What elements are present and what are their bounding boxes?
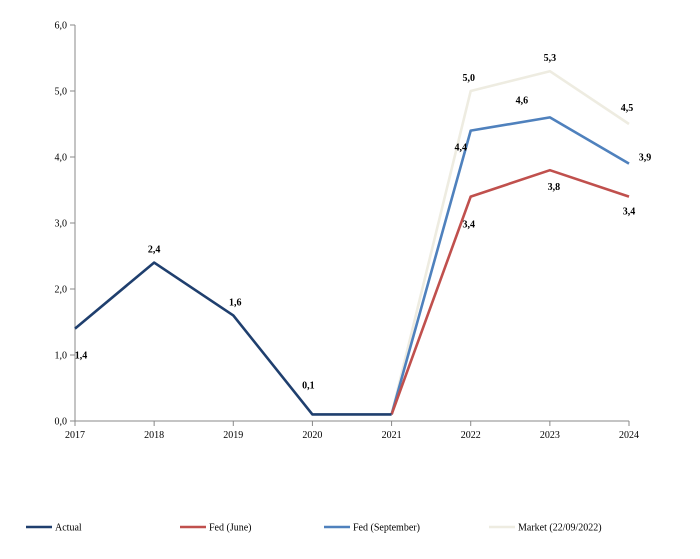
chart-series-lines <box>74 69 630 416</box>
x-tick-label: 2023 <box>540 430 560 441</box>
chart-axes: 0,0 1,0 2,0 3,0 4,0 5,0 6,0 2017 2018 2019 2020 202… <box>55 21 640 442</box>
x-tick-label: 2017 <box>65 430 85 441</box>
data-label: 1,4 <box>75 351 88 362</box>
data-label: 3,4 <box>462 220 475 231</box>
y-tick-label: 6,0 <box>55 21 68 32</box>
legend-label: Market (22/09/2022) <box>518 523 602 534</box>
y-tick-label: 1,0 <box>55 351 68 362</box>
data-label: 1,6 <box>229 297 242 308</box>
data-label: 3,9 <box>639 153 652 164</box>
legend-label: Fed (September) <box>353 523 420 534</box>
chart-legend: Actual Fed (June) Fed (September) Market (2… <box>26 523 602 534</box>
data-label: 4,6 <box>516 95 529 106</box>
x-tick-label: 2019 <box>223 430 243 441</box>
data-label: 3,8 <box>548 182 561 193</box>
y-tick-label: 5,0 <box>55 87 68 98</box>
data-label: 0,1 <box>302 380 315 391</box>
legend-label: Fed (June) <box>209 523 252 534</box>
series-line-fed-june <box>390 168 630 415</box>
data-label: 4,4 <box>454 143 467 154</box>
series-line-market-22-09-2022 <box>390 69 630 415</box>
data-label: 5,3 <box>544 53 557 64</box>
y-tick-label: 3,0 <box>55 219 68 230</box>
y-tick-label: 0,0 <box>55 417 68 428</box>
x-tick-label: 2022 <box>461 430 481 441</box>
y-tick-label: 4,0 <box>55 153 68 164</box>
series-line-actual <box>74 261 392 416</box>
data-label: 4,5 <box>621 103 634 114</box>
x-tick-label: 2021 <box>382 430 402 441</box>
series-line-fed-september <box>390 116 630 415</box>
chart-data-labels: 1,4 2,4 1,6 0,1 3,4 3,8 3,4 4,4 4,6 3,9 5,0 5,3 4,5 <box>75 53 652 391</box>
x-tick-label: 2018 <box>144 430 164 441</box>
data-label: 5,0 <box>462 73 475 84</box>
y-tick-label: 2,0 <box>55 285 68 296</box>
legend-label: Actual <box>55 523 82 534</box>
x-tick-label: 2024 <box>619 430 639 441</box>
x-tick-label: 2020 <box>302 430 322 441</box>
data-label: 3,4 <box>623 207 636 218</box>
data-label: 2,4 <box>148 245 161 256</box>
